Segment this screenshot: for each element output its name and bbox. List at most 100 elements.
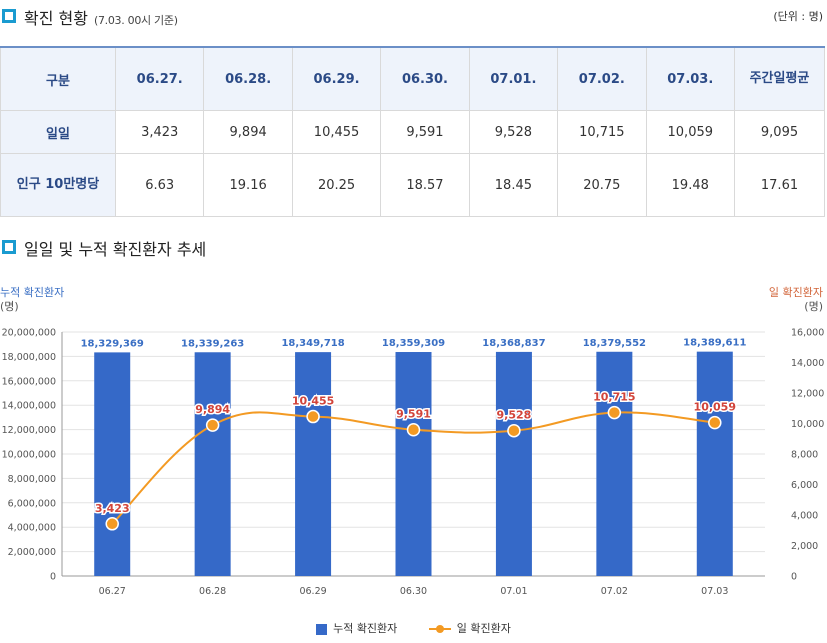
left-tick-label: 10,000,000 [2, 450, 56, 461]
line-data-label: 10,715 [593, 391, 635, 404]
bar [94, 352, 131, 576]
line-data-label: 9,591 [396, 408, 431, 421]
table-cell: 9,528 [468, 110, 559, 154]
x-tick-label: 06.28 [199, 586, 226, 597]
table-cell: 18.57 [380, 153, 470, 217]
table-header-row: 구분 06.27. 06.28. 06.29. 06.30. 07.01. 07… [0, 46, 825, 111]
legend-item-daily[interactable]: 일 확진환자 [428, 620, 511, 636]
trend-chart: 0 2,000,000 4,000,000 6,000,000 8,000,000 10,… [2, 328, 825, 598]
bar [295, 352, 332, 576]
table-cell: 20.75 [557, 153, 647, 217]
line-data-label: 10,059 [694, 401, 736, 414]
left-tick-label: 2,000,000 [8, 547, 56, 558]
left-tick-label: 20,000,000 [2, 328, 56, 339]
table-header-cell: 06.28. [203, 46, 293, 111]
bar [194, 352, 231, 576]
table-cell: 3,423 [114, 110, 205, 154]
table-header-cell: 07.03. [645, 46, 736, 111]
right-tick-label: 8,000 [791, 450, 818, 461]
line-point [708, 415, 722, 430]
right-tick-label: 10,000 [791, 419, 824, 430]
table-cell: 10,715 [557, 110, 647, 154]
line-data-label: 10,455 [292, 395, 334, 408]
line-point [607, 405, 622, 420]
line-data-label: 3,423 [95, 502, 130, 515]
status-section-title: 확진 현황 (7.03. 00시 기준) [24, 5, 178, 29]
table-header-cell: 06.27. [114, 46, 205, 111]
legend-item-cumulative[interactable]: 누적 확진환자 [316, 620, 397, 636]
bar-data-label: 18,329,369 [81, 338, 144, 349]
line-point [205, 418, 220, 432]
table-cell: 9,894 [203, 110, 293, 154]
right-tick-label: 4,000 [791, 511, 818, 522]
right-tick-label: 0 [791, 572, 797, 583]
table-cell: 9,095 [734, 110, 825, 154]
line-data-label: 9,528 [497, 409, 532, 422]
line-data-label: 9,894 [195, 403, 230, 416]
bar [596, 351, 633, 576]
table-header-cell: 07.01. [468, 46, 559, 111]
left-axis-unit: (명) [0, 300, 19, 313]
bar [395, 352, 432, 576]
left-tick-label: 8,000,000 [8, 474, 56, 485]
bar-data-label: 18,349,718 [281, 338, 344, 349]
chart-legend: 누적 확진환자 일 확진환자 [0, 620, 827, 636]
left-tick-label: 14,000,000 [2, 401, 56, 412]
bar-data-label: 18,379,552 [583, 338, 646, 349]
table-header-cell: 구분 [0, 46, 116, 111]
summary-table: 구분 06.27. 06.28. 06.29. 06.30. 07.01. 07… [0, 46, 825, 217]
bar-data-label: 18,389,611 [683, 338, 746, 349]
x-tick-label: 07.02 [601, 586, 628, 597]
row-label: 일일 [0, 110, 116, 154]
bar [495, 351, 532, 576]
table-cell: 17.61 [734, 153, 825, 217]
legend-label: 누적 확진환자 [333, 622, 398, 635]
left-tick-label: 16,000,000 [2, 376, 56, 387]
row-label: 인구 10만명당 [0, 153, 116, 217]
table-header-cell: 06.29. [291, 46, 382, 111]
section-icon [2, 240, 16, 254]
left-tick-label: 6,000,000 [8, 498, 56, 509]
trend-title: 일일 및 누적 확진환자 추세 [24, 240, 207, 259]
left-tick-label: 0 [50, 572, 56, 583]
table-cell: 20.25 [291, 153, 382, 217]
legend-bar-swatch [316, 623, 328, 635]
right-tick-label: 2,000 [791, 541, 818, 552]
x-tick-label: 06.29 [299, 586, 326, 597]
status-subtitle: (7.03. 00시 기준) [93, 14, 178, 27]
right-tick-label: 12,000 [791, 389, 824, 400]
right-tick-label: 6,000 [791, 480, 818, 491]
bar [696, 351, 733, 576]
x-tick-label: 06.27 [99, 586, 126, 597]
table-cell: 10,455 [291, 110, 382, 154]
table-cell: 19.48 [645, 153, 736, 217]
status-title: 확진 현황 [24, 9, 88, 28]
table-row: 인구 10만명당 6.63 19.16 20.25 18.57 18.45 20… [0, 153, 825, 217]
x-tick-label: 06.30 [400, 586, 427, 597]
left-axis-title: 누적 확진환자 [0, 286, 65, 299]
line-point [306, 409, 320, 424]
table-header-cell: 07.02. [557, 46, 647, 111]
right-axis-unit: (명) [804, 300, 823, 313]
x-tick-label: 07.03 [701, 586, 728, 597]
right-tick-label: 16,000 [791, 328, 824, 339]
legend-line-swatch [428, 624, 451, 634]
table-cell: 9,591 [380, 110, 470, 154]
line-point [105, 517, 119, 531]
left-tick-label: 4,000,000 [8, 523, 56, 534]
table-header-cell: 주간일평균 [734, 46, 825, 111]
right-axis-title: 일 확진환자 [768, 286, 823, 299]
left-tick-label: 12,000,000 [2, 425, 56, 436]
table-cell: 10,059 [645, 110, 736, 154]
table-cell: 6.63 [114, 153, 205, 217]
section-icon [2, 9, 16, 23]
unit-label: (단위 : 명) [773, 10, 823, 23]
x-tick-label: 07.01 [500, 586, 527, 597]
bar-data-label: 18,359,309 [382, 338, 445, 349]
table-row: 일일 3,423 9,894 10,455 9,591 9,528 10,715… [0, 110, 825, 154]
line-point [406, 422, 421, 437]
right-tick-label: 14,000 [791, 358, 824, 369]
left-tick-label: 18,000,000 [2, 352, 56, 363]
table-cell: 19.16 [203, 153, 293, 217]
table-header-cell: 06.30. [380, 46, 470, 111]
